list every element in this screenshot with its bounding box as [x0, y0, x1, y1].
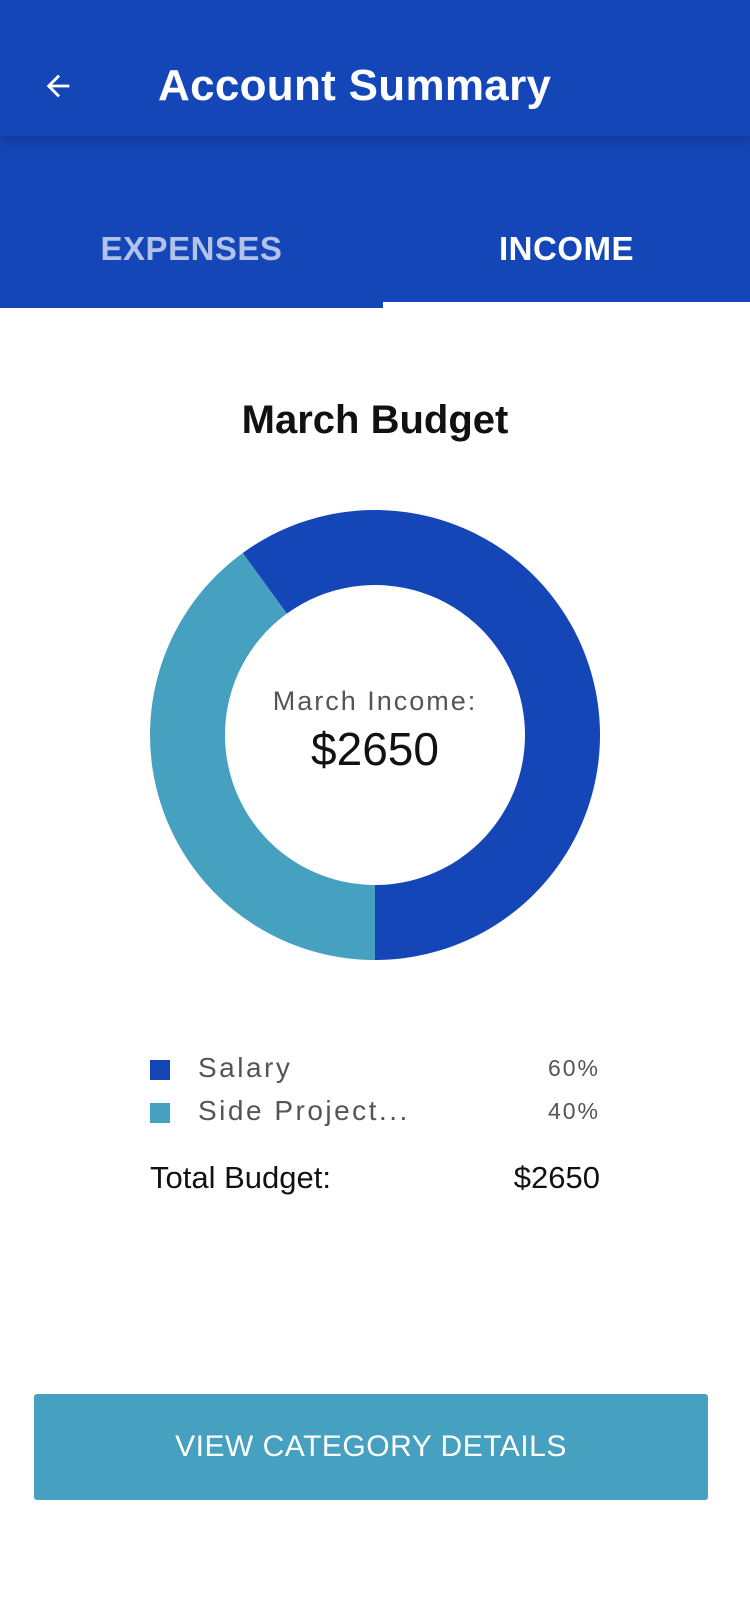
tab-bar: EXPENSES INCOME: [0, 136, 750, 308]
chart-legend: Salary 60% Side Project... 40%: [150, 1048, 600, 1134]
tab-income[interactable]: INCOME: [499, 230, 634, 267]
total-budget-value: $2650: [513, 1160, 600, 1195]
legend-percent-side-project: 40%: [547, 1098, 600, 1124]
legend-item-side-project: Side Project... 40%: [150, 1091, 600, 1134]
view-category-details-button[interactable]: VIEW CATEGORY DETAILS: [34, 1394, 708, 1500]
total-budget-label: Total Budget:: [150, 1160, 331, 1195]
donut-center-label: March Income:: [272, 686, 478, 716]
page-title: Account Summary: [158, 61, 552, 110]
total-budget-row: Total Budget: $2650: [150, 1160, 600, 1204]
legend-label-salary: Salary: [198, 1052, 293, 1083]
donut-slice-salary: [242, 510, 600, 960]
income-donut-chart: March Income: $2650: [150, 510, 600, 960]
legend-label-side-project: Side Project...: [198, 1095, 410, 1126]
chart-title: March Budget: [241, 398, 509, 442]
legend-percent-salary: 60%: [547, 1055, 600, 1081]
legend-item-salary: Salary 60%: [150, 1048, 600, 1091]
legend-swatch-side-project: [150, 1103, 170, 1123]
tab-expenses[interactable]: EXPENSES: [100, 230, 283, 267]
donut-slice-side-project: [150, 552, 375, 960]
tab-selected-indicator: [383, 302, 750, 308]
back-button[interactable]: [30, 58, 86, 114]
app-bar: Account Summary: [0, 0, 750, 136]
donut-chart-svg: [150, 510, 600, 960]
arrow-back-icon: [46, 74, 70, 98]
donut-center-value: $2650: [311, 723, 439, 775]
legend-swatch-salary: [150, 1060, 170, 1080]
